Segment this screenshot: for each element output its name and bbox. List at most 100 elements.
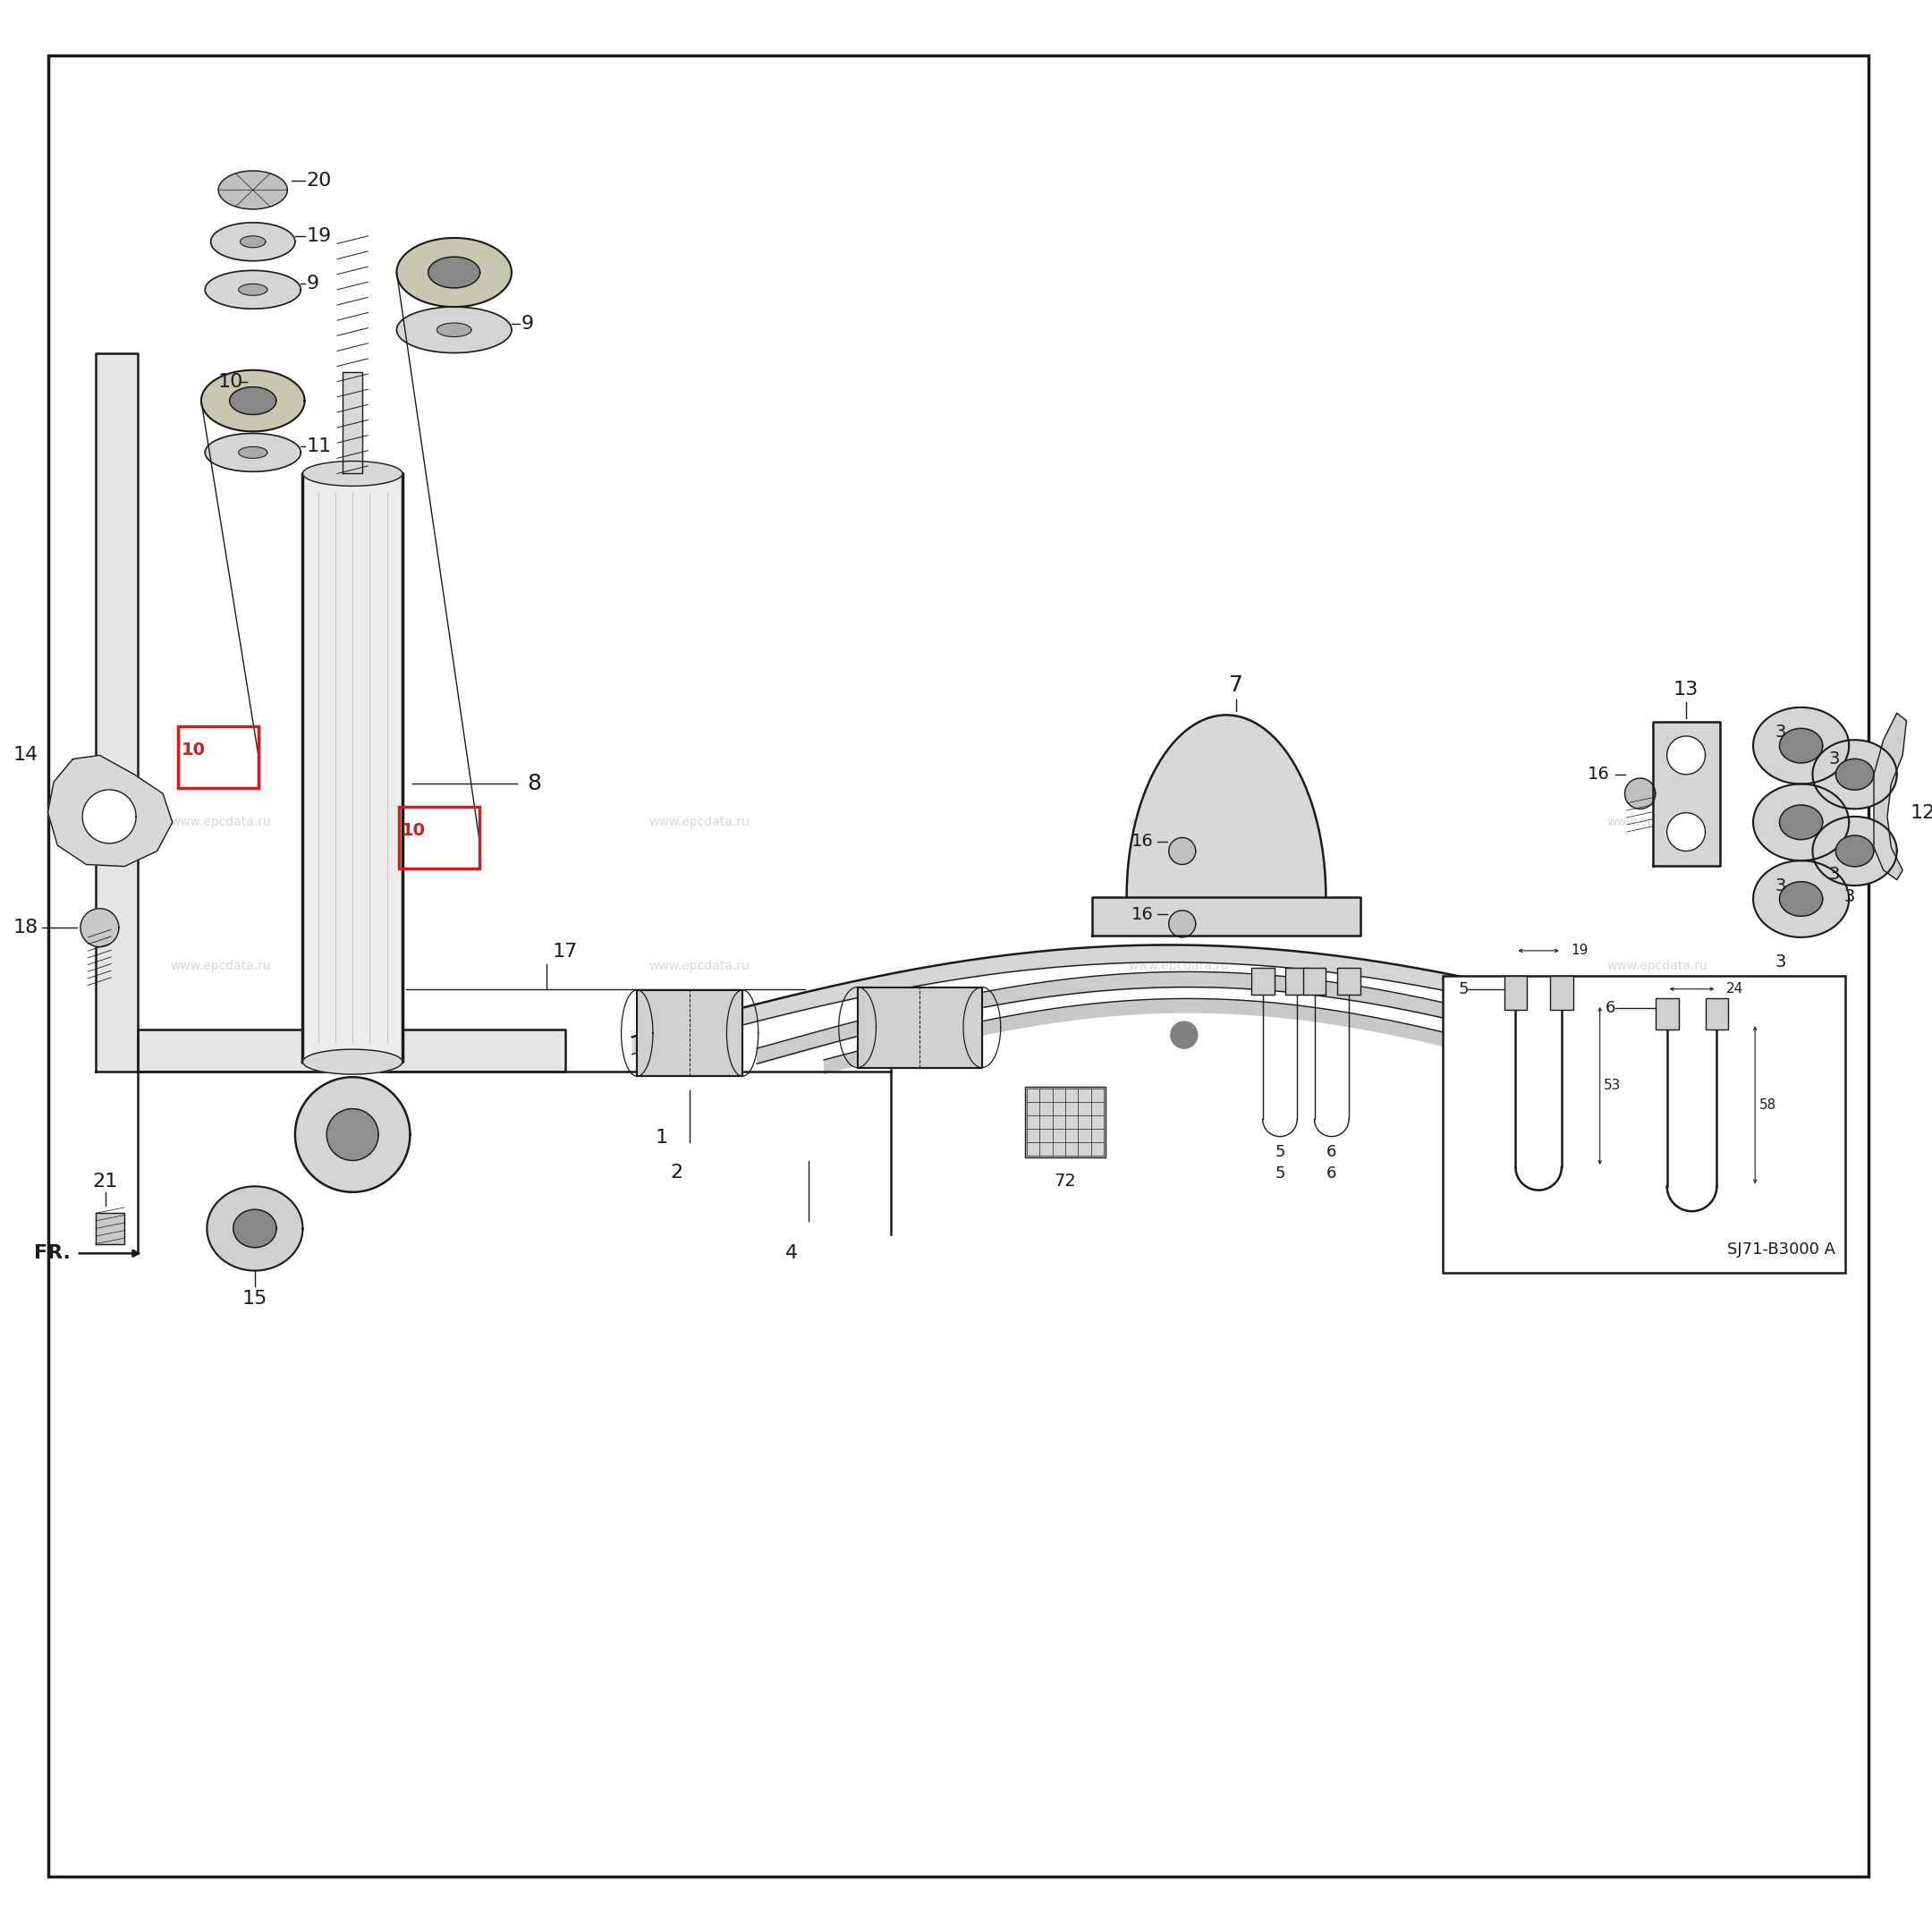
Polygon shape	[858, 987, 981, 1068]
Polygon shape	[327, 1109, 379, 1161]
Text: 11: 11	[307, 439, 332, 456]
Text: 3: 3	[1776, 877, 1785, 895]
Polygon shape	[205, 270, 301, 309]
Polygon shape	[1812, 740, 1897, 810]
Text: www.epcdata.ru: www.epcdata.ru	[1607, 960, 1708, 972]
Text: 19: 19	[1571, 945, 1588, 958]
Polygon shape	[1667, 736, 1706, 775]
Polygon shape	[303, 473, 402, 1063]
Text: www.epcdata.ru: www.epcdata.ru	[1607, 815, 1708, 829]
Bar	[1337, 968, 1360, 995]
Text: www.epcdata.ru: www.epcdata.ru	[1128, 815, 1229, 829]
Text: 7: 7	[1229, 674, 1242, 696]
Polygon shape	[1752, 860, 1849, 937]
Polygon shape	[1171, 1022, 1198, 1049]
Text: www.epcdata.ru: www.epcdata.ru	[170, 815, 270, 829]
Polygon shape	[1812, 817, 1897, 885]
Text: SJ71-B3000 A: SJ71-B3000 A	[1727, 1240, 1835, 1258]
Text: 24: 24	[1727, 981, 1743, 995]
Polygon shape	[1874, 713, 1907, 879]
Polygon shape	[48, 755, 172, 866]
Bar	[1026, 1086, 1105, 1157]
Text: 6: 6	[1605, 1001, 1615, 1016]
Text: 6: 6	[1327, 1144, 1337, 1161]
Polygon shape	[230, 386, 276, 415]
Polygon shape	[396, 238, 512, 307]
Text: 3: 3	[1828, 866, 1839, 883]
Text: 21: 21	[93, 1173, 118, 1190]
Bar	[1252, 968, 1275, 995]
Text: 3: 3	[1828, 750, 1839, 767]
Text: 1: 1	[655, 1128, 668, 1148]
Polygon shape	[218, 170, 288, 209]
Polygon shape	[137, 1030, 566, 1072]
Polygon shape	[97, 1213, 124, 1244]
Bar	[1505, 976, 1526, 1010]
Text: www.epcdata.ru: www.epcdata.ru	[649, 960, 750, 972]
Text: 9: 9	[522, 315, 533, 332]
Text: 16: 16	[1588, 765, 1609, 782]
Bar	[1706, 999, 1729, 1030]
Polygon shape	[1752, 707, 1849, 784]
Text: 8: 8	[527, 773, 541, 794]
Text: 9: 9	[307, 274, 319, 294]
Polygon shape	[303, 462, 402, 487]
Text: www.epcdata.ru: www.epcdata.ru	[170, 960, 270, 972]
Polygon shape	[638, 989, 742, 1076]
Polygon shape	[1835, 759, 1874, 790]
Polygon shape	[1169, 838, 1196, 864]
Text: 14: 14	[14, 746, 39, 765]
Polygon shape	[1625, 779, 1656, 810]
Polygon shape	[429, 257, 479, 288]
Text: 16: 16	[1132, 833, 1153, 850]
Polygon shape	[240, 236, 265, 247]
Text: 20: 20	[307, 172, 332, 189]
Text: FR.: FR.	[35, 1244, 71, 1262]
Polygon shape	[437, 323, 471, 336]
Polygon shape	[296, 1078, 410, 1192]
Bar	[1656, 999, 1679, 1030]
Text: 5: 5	[1275, 1165, 1285, 1180]
Text: 3: 3	[1776, 954, 1785, 970]
Text: 10: 10	[182, 742, 205, 759]
Bar	[398, 808, 479, 867]
Polygon shape	[344, 373, 361, 473]
Text: 18: 18	[14, 920, 39, 937]
Text: 72: 72	[1055, 1173, 1076, 1190]
Bar	[1302, 968, 1325, 995]
Polygon shape	[1752, 784, 1849, 860]
Text: 17: 17	[553, 943, 578, 960]
Polygon shape	[1652, 723, 1719, 866]
Text: 5: 5	[1459, 981, 1468, 997]
Text: 53: 53	[1604, 1080, 1621, 1092]
Text: www.epcdata.ru: www.epcdata.ru	[1128, 960, 1229, 972]
Text: 12: 12	[1911, 804, 1932, 821]
Text: 4: 4	[786, 1244, 798, 1262]
Polygon shape	[1779, 881, 1822, 916]
Polygon shape	[234, 1209, 276, 1248]
Polygon shape	[201, 371, 305, 431]
Text: 2: 2	[670, 1163, 684, 1180]
Text: www.epcdata.ru: www.epcdata.ru	[649, 815, 750, 829]
Text: 10: 10	[218, 373, 243, 390]
Polygon shape	[1667, 813, 1706, 850]
Bar	[1443, 976, 1845, 1273]
Polygon shape	[238, 446, 267, 458]
Polygon shape	[1835, 835, 1874, 867]
Text: 15: 15	[242, 1291, 267, 1308]
Text: 58: 58	[1758, 1097, 1776, 1111]
Polygon shape	[238, 284, 267, 296]
Polygon shape	[1126, 715, 1325, 896]
Polygon shape	[396, 307, 512, 354]
Polygon shape	[1619, 993, 1735, 1080]
Polygon shape	[211, 222, 296, 261]
Polygon shape	[205, 433, 301, 471]
Text: 6: 6	[1327, 1165, 1337, 1180]
Polygon shape	[1779, 806, 1822, 840]
Bar	[178, 726, 259, 788]
Text: 16: 16	[1132, 906, 1153, 923]
Text: 5: 5	[1275, 1144, 1285, 1161]
Polygon shape	[97, 354, 137, 1072]
Polygon shape	[81, 908, 118, 947]
Bar	[1285, 968, 1308, 995]
